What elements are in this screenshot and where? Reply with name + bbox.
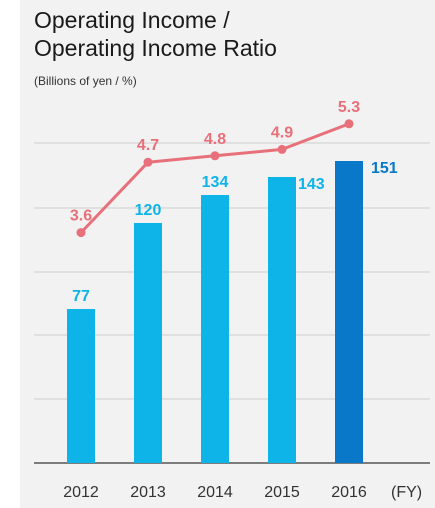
bars [67,161,363,463]
ratio-line [76,119,354,238]
ratio-point-2016 [344,119,354,129]
chart-title: Operating Income / Operating Income Rati… [34,6,424,62]
bar-label-2013: 120 [135,202,162,219]
bar-label-2015: 143 [298,176,325,193]
x-unit-label: (FY) [391,484,422,501]
bar-2015 [268,177,296,463]
ratio-label-2014: 4.8 [204,131,226,148]
gridlines [34,142,430,464]
x-tick-label-2014: 2014 [197,484,233,501]
x-axis: 2012 2013 2014 2015 2016 (FY) [63,484,422,501]
data-labels: 77 120 134 143 151 3.6 4.7 4.8 4.9 5.3 [70,99,398,305]
bar-label-2014: 134 [202,174,229,191]
ratio-label-2016: 5.3 [338,99,360,116]
x-tick-label-2013: 2013 [130,484,166,501]
x-tick-label-2016: 2016 [331,484,367,501]
ratio-point-2014 [210,151,220,161]
chart-title-line-2: Operating Income Ratio [34,35,277,61]
bar-2013 [134,223,162,463]
ratio-label-2013: 4.7 [137,137,159,154]
bar-2016 [335,161,363,463]
ratio-label-2012: 3.6 [70,208,92,225]
ratio-point-2013 [143,157,153,167]
bar-2014 [201,195,229,463]
bar-label-2012: 77 [72,288,90,305]
x-tick-label-2012: 2012 [63,484,99,501]
ratio-point-2012 [76,228,86,238]
ratio-label-2015: 4.9 [271,124,293,141]
bar-label-2016: 151 [371,160,398,177]
ratio-point-2015 [277,144,287,154]
chart-subtitle: (Billions of yen / %) [34,74,137,88]
x-tick-label-2015: 2015 [264,484,300,501]
bar-2012 [67,309,95,463]
chart-title-line-1: Operating Income / [34,7,230,33]
